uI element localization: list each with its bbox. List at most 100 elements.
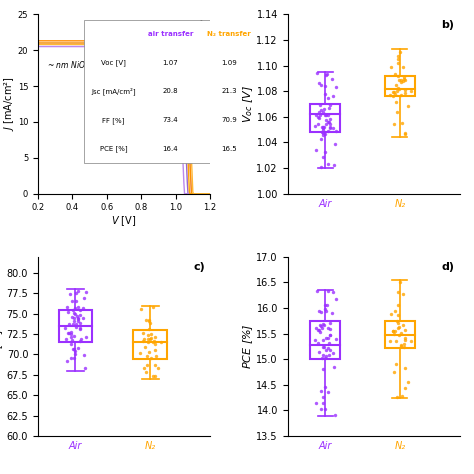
Point [67,328,74,336]
Point [392,360,400,368]
Point [314,114,321,121]
Point [319,399,327,407]
Point [393,108,401,116]
Text: 21.3: 21.3 [221,89,237,94]
Point [67,340,75,348]
Point [396,278,403,286]
Point [71,310,79,318]
Point [315,108,323,115]
Text: 1.09: 1.09 [221,60,237,66]
Point [82,288,90,296]
Point [321,301,328,309]
Point [312,146,320,154]
Point [139,329,147,337]
Point [73,298,80,305]
Point [394,55,402,63]
Point [70,332,78,339]
Point [324,160,332,167]
Point [322,120,329,128]
Point [74,344,82,351]
Point [322,352,329,360]
Text: ~ nm NiO$_x$:Cu as HTL: ~ nm NiO$_x$:Cu as HTL [46,59,130,72]
Y-axis label: $FF$ [%]: $FF$ [%] [0,328,5,365]
Point [392,337,400,345]
Point [63,357,71,365]
Point [74,314,82,321]
Point [140,364,148,372]
Point [399,321,407,329]
Point [401,129,409,137]
Point [319,320,327,328]
Point [143,369,150,376]
Point [394,87,401,94]
Point [329,92,337,100]
Point [318,354,325,362]
Point [144,331,152,338]
Point [324,335,332,342]
Point [149,372,156,380]
Point [74,315,82,323]
Point [401,337,409,344]
Point [69,320,77,328]
Point [82,333,90,341]
Point [390,368,398,376]
Point [77,311,84,319]
Point [401,130,409,138]
Point [394,301,402,309]
Y-axis label: $PCE$ [%]: $PCE$ [%] [241,323,255,369]
Point [322,116,329,124]
Point [327,123,334,131]
Point [399,119,406,127]
Point [73,312,80,319]
Point [320,105,328,112]
Point [319,393,327,401]
Point [319,109,327,116]
Point [68,313,76,320]
Point [396,85,403,93]
Point [401,326,409,333]
Point [313,69,320,77]
Point [394,319,402,327]
Point [80,314,87,322]
Point [324,388,332,396]
Point [401,384,409,392]
Point [149,338,157,346]
Text: 1.07: 1.07 [163,60,178,66]
Point [399,64,407,71]
Point [329,349,337,357]
Point [394,72,401,80]
Point [152,372,159,380]
Point [142,343,149,350]
Text: 73.4: 73.4 [163,117,178,123]
Point [324,301,331,309]
Point [154,364,162,372]
Point [394,324,401,332]
Point [394,311,402,319]
Point [319,129,327,137]
Point [326,326,334,333]
Point [317,106,325,114]
Point [401,334,409,342]
Point [389,327,397,335]
Point [392,82,400,89]
Point [328,75,336,83]
Bar [385,321,415,348]
Point [77,325,84,332]
Point [137,349,144,357]
Point [394,59,402,67]
Point [79,304,86,312]
Point [317,405,325,412]
FancyBboxPatch shape [84,19,260,163]
Point [326,118,333,126]
Point [324,344,332,352]
Point [321,90,328,98]
Point [401,77,409,84]
Point [392,70,399,78]
Point [392,328,399,335]
Point [152,333,159,340]
Point [400,75,408,83]
Point [322,334,330,341]
Point [67,330,74,337]
Point [325,339,333,346]
Point [326,319,334,327]
